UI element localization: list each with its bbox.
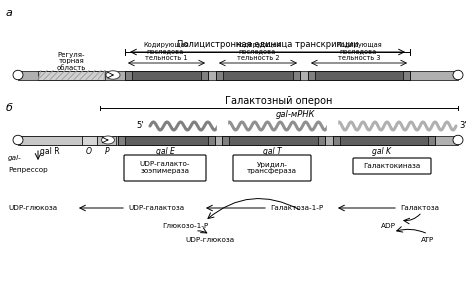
- Text: ATP: ATP: [421, 237, 435, 243]
- Bar: [97, 136, 116, 144]
- Text: UDP-галакто-
зоэпимераза: UDP-галакто- зоэпимераза: [140, 161, 190, 175]
- Bar: [208, 136, 215, 144]
- Bar: [318, 136, 325, 144]
- Bar: [118, 136, 215, 144]
- Text: gal E: gal E: [155, 147, 174, 156]
- Text: O: O: [86, 147, 92, 156]
- Text: Глюкозо-1-Р: Глюкозо-1-Р: [162, 223, 208, 229]
- Text: а: а: [6, 8, 13, 18]
- Bar: [333, 136, 435, 144]
- Text: Кодирующая
последова-
тельность 1: Кодирующая последова- тельность 1: [144, 42, 190, 61]
- Text: gal-: gal-: [8, 155, 22, 161]
- Bar: [308, 71, 410, 79]
- Bar: [38, 71, 105, 79]
- Bar: [333, 136, 340, 144]
- Bar: [82, 136, 97, 144]
- FancyBboxPatch shape: [233, 155, 311, 181]
- Text: gal R: gal R: [40, 147, 60, 156]
- Text: Репрессор: Репрессор: [8, 167, 48, 173]
- Text: gal K: gal K: [373, 147, 392, 156]
- Ellipse shape: [453, 70, 463, 80]
- Bar: [308, 71, 315, 79]
- Bar: [222, 136, 229, 144]
- Bar: [125, 71, 132, 79]
- Bar: [18, 71, 458, 79]
- Bar: [428, 136, 435, 144]
- FancyBboxPatch shape: [124, 155, 206, 181]
- Text: UDP-глюкоза: UDP-глюкоза: [8, 205, 57, 211]
- Bar: [216, 71, 300, 79]
- Bar: [20, 136, 82, 144]
- Bar: [222, 136, 325, 144]
- Text: Полицистронная единица транскрипции: Полицистронная единица транскрипции: [177, 40, 358, 49]
- Bar: [201, 71, 208, 79]
- Text: Уридил-
трансфераза: Уридил- трансфераза: [247, 161, 297, 175]
- Text: Галактоза: Галактоза: [400, 205, 439, 211]
- Text: Кодирующая
последова-
тельность 3: Кодирующая последова- тельность 3: [336, 42, 382, 61]
- Text: Кодирующая
последова-
тельность 2: Кодирующая последова- тельность 2: [235, 42, 281, 61]
- Text: Галактокиназа: Галактокиназа: [364, 163, 420, 169]
- Bar: [403, 71, 410, 79]
- Bar: [293, 71, 300, 79]
- Text: Регуля-
торная
область: Регуля- торная область: [57, 52, 86, 71]
- Text: Галактоза-1-Р: Галактоза-1-Р: [270, 205, 323, 211]
- Bar: [118, 136, 125, 144]
- Bar: [18, 136, 458, 144]
- Bar: [217, 120, 227, 132]
- Text: б: б: [6, 103, 13, 113]
- Text: Галактозный оперон: Галактозный оперон: [225, 96, 333, 106]
- Text: 3': 3': [459, 120, 466, 129]
- Text: ADP: ADP: [381, 223, 395, 229]
- Bar: [327, 120, 337, 132]
- FancyBboxPatch shape: [353, 158, 431, 174]
- Ellipse shape: [106, 71, 120, 79]
- Ellipse shape: [13, 135, 23, 145]
- Ellipse shape: [453, 135, 463, 145]
- Text: P: P: [105, 147, 109, 156]
- Bar: [216, 71, 223, 79]
- Text: 5': 5': [137, 120, 144, 129]
- Bar: [125, 71, 208, 79]
- Ellipse shape: [13, 70, 23, 80]
- Text: UDP-глюкоза: UDP-глюкоза: [185, 237, 235, 243]
- Text: gal T: gal T: [263, 147, 281, 156]
- Ellipse shape: [101, 136, 115, 144]
- Text: UDP-галактоза: UDP-галактоза: [128, 205, 184, 211]
- Text: gal-мРНК: gal-мРНК: [275, 110, 315, 119]
